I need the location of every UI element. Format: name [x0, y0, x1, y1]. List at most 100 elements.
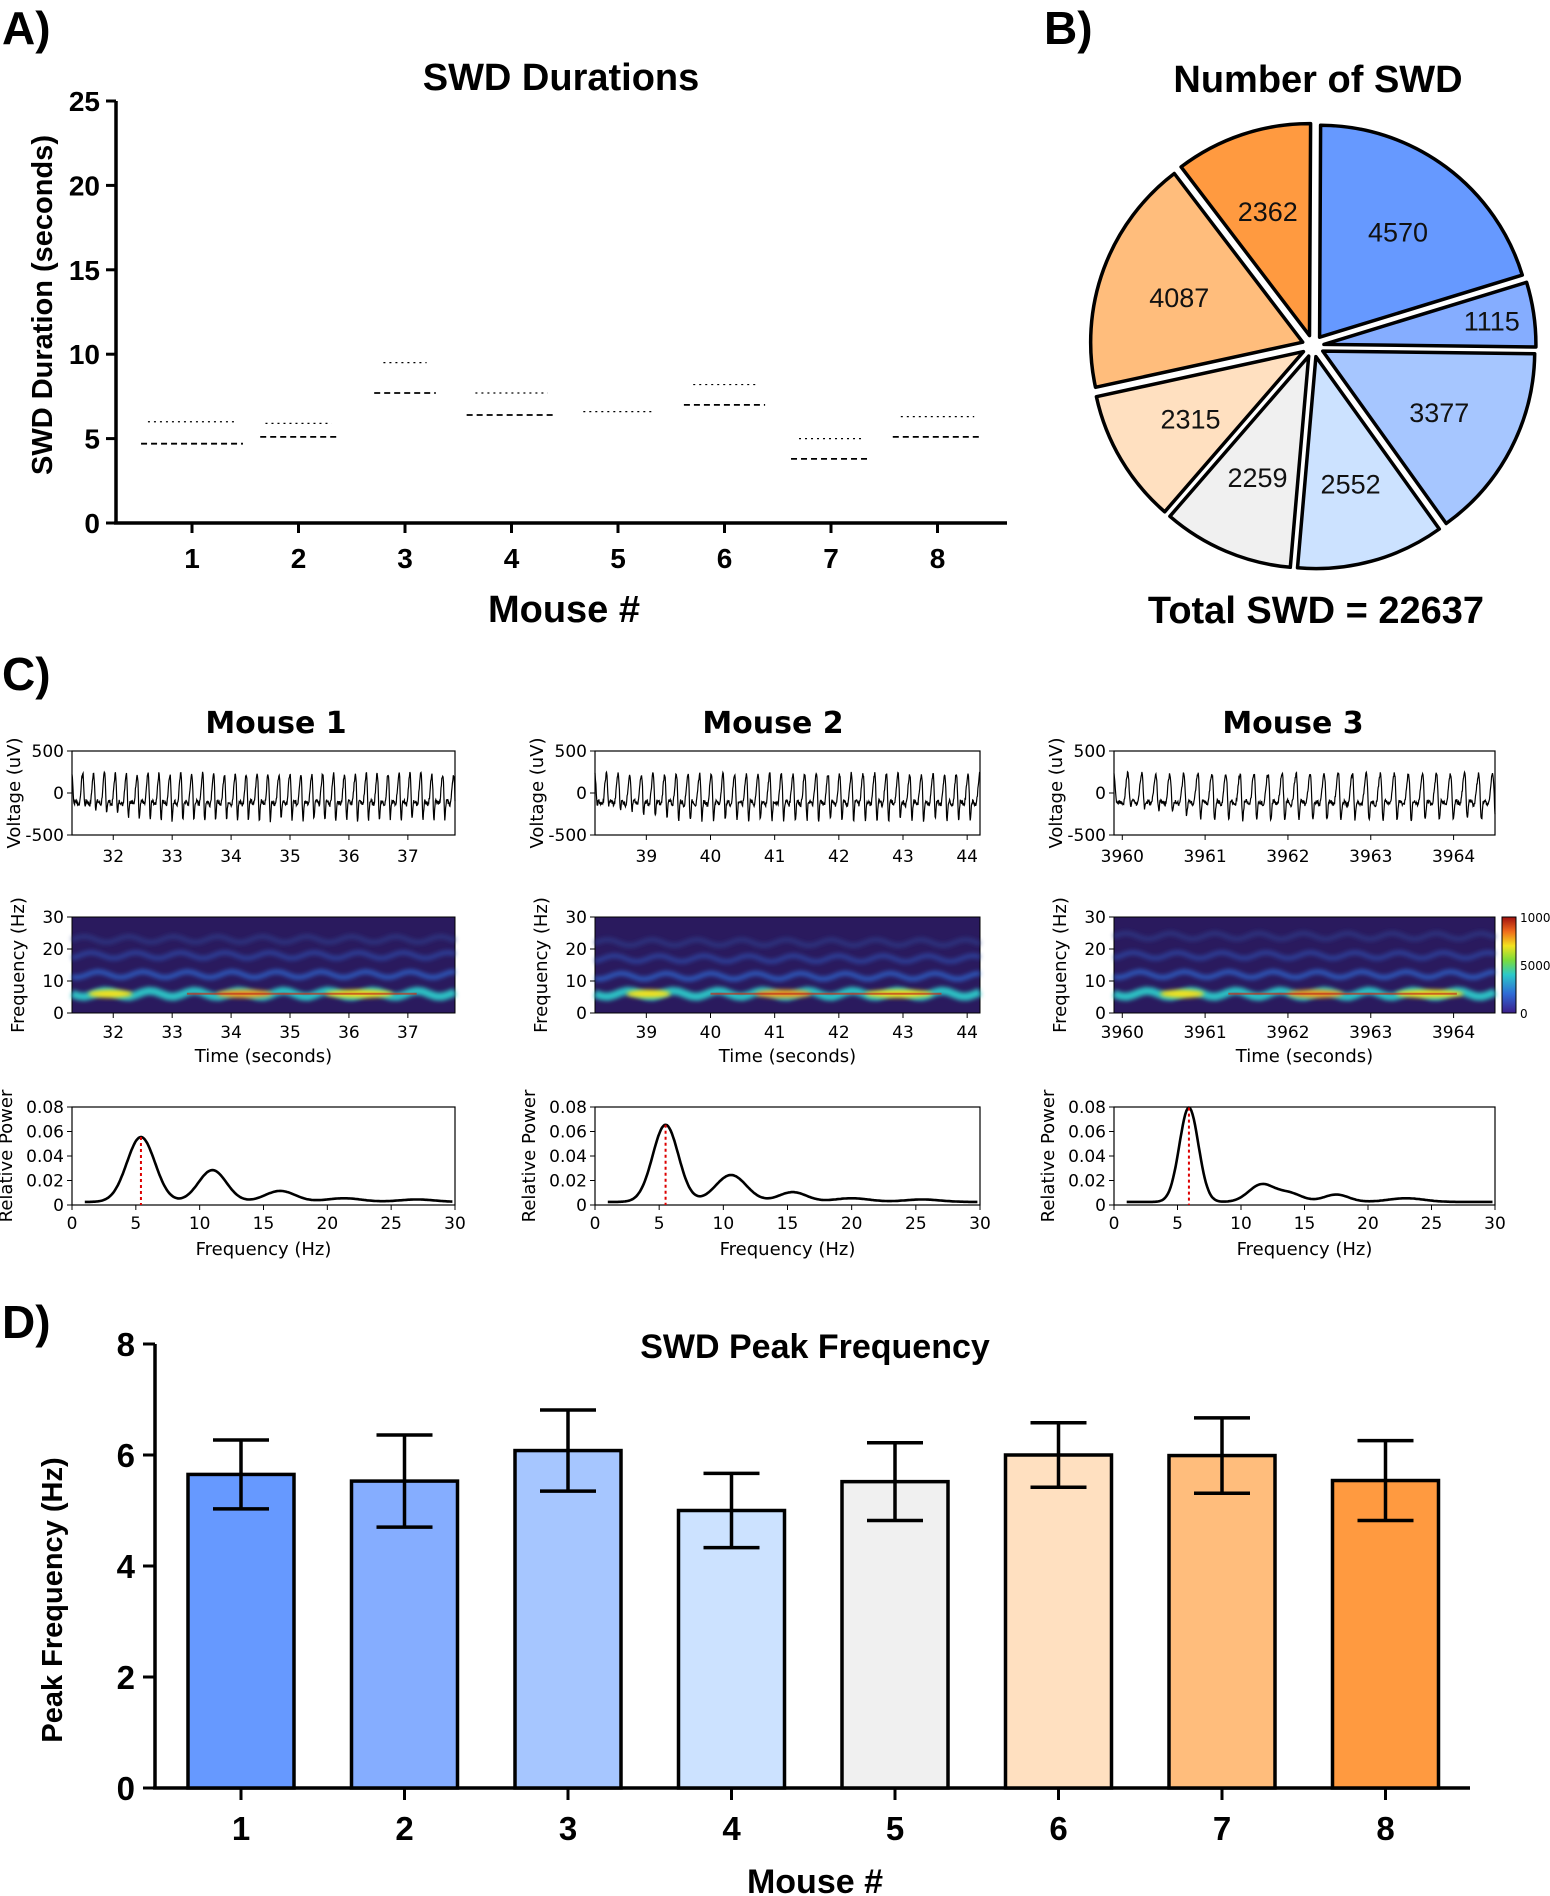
voltage-x-tick-label: 3963 [1349, 847, 1392, 867]
a-x-tick-label: 5 [610, 543, 626, 574]
power-x-tick-label: 10 [189, 1214, 211, 1234]
power-y-label: Relative Power [1038, 1089, 1059, 1222]
d-x-tick-label: 5 [886, 1810, 904, 1847]
a-y-tick-label: 10 [69, 339, 100, 370]
power-x-tick-label: 0 [590, 1214, 601, 1234]
spectrogram-peak-spot [1160, 989, 1205, 998]
voltage-x-tick-label: 37 [397, 847, 419, 867]
power-x-tick-label: 5 [1172, 1214, 1183, 1234]
colorbar-tick-label: 5000 [1520, 959, 1550, 973]
voltage-y-tick-label: 0 [576, 784, 587, 804]
d-y-tick-label: 2 [117, 1659, 135, 1696]
power-y-tick-label: 0.08 [1068, 1098, 1106, 1118]
voltage-trace-line [71, 770, 456, 823]
pie-slice-mouse-2 [1322, 280, 1538, 349]
panel-a-x-axis-label: Mouse # [488, 589, 640, 631]
voltage-x-tick-label: 40 [700, 847, 722, 867]
a-x-tick-label: 7 [823, 543, 839, 574]
colorbar-tick-label: 0 [1520, 1007, 1528, 1021]
spectrogram-x-tick-label: 35 [279, 1023, 301, 1043]
pie-slice-mouse-6 [1094, 349, 1306, 514]
spectrogram-band [1113, 930, 1496, 942]
d-x-tick-label: 1 [232, 1810, 250, 1847]
spectrogram-y-tick-label: 10 [1084, 972, 1106, 992]
voltage-x-tick-label: 36 [338, 847, 360, 867]
panel-a-violin-chart: SWD Durations SWD Duration (seconds) Mou… [0, 57, 1007, 631]
panel-b-label: B) [1044, 2, 1093, 54]
power-y-tick-label: 0.04 [1068, 1147, 1106, 1167]
spectrogram-y-tick-label: 10 [42, 972, 64, 992]
pie-total-label: Total SWD = 22637 [1148, 590, 1484, 632]
power-x-tick-label: 25 [1421, 1214, 1443, 1234]
voltage-x-tick-label: 32 [102, 847, 124, 867]
spectrogram-x-tick-label: 42 [828, 1023, 850, 1043]
voltage-x-tick-label: 42 [828, 847, 850, 867]
spectrogram-y-tick-label: 30 [565, 908, 587, 928]
spectrogram-x-tick-label: 43 [892, 1023, 914, 1043]
d-x-tick-label: 6 [1049, 1810, 1067, 1847]
voltage-y-tick-label: 500 [1074, 742, 1106, 762]
voltage-y-tick-label: -500 [25, 826, 64, 846]
spectrogram-x-tick-label: 36 [338, 1023, 360, 1043]
power-x-tick-label: 30 [444, 1214, 466, 1234]
bar-mouse-8 [1330, 1478, 1441, 1790]
voltage-x-tick-label: 3961 [1183, 847, 1226, 867]
voltage-x-tick-label: 34 [220, 847, 242, 867]
power-y-tick-label: 0.06 [26, 1123, 64, 1143]
voltage-y-label: Voltage (uV) [527, 737, 548, 848]
spectrogram-y-tick-label: 20 [565, 940, 587, 960]
spectrogram-x-tick-label: 3961 [1183, 1023, 1226, 1043]
voltage-y-label: Voltage (uV) [1046, 737, 1067, 848]
panel-d-title: SWD Peak Frequency [640, 1328, 990, 1366]
power-y-tick-label: 0.02 [26, 1172, 64, 1192]
spectrogram-x-label: Time (seconds) [1235, 1046, 1373, 1067]
spectrogram-band [71, 949, 456, 961]
power-y-tick-label: 0.02 [549, 1172, 587, 1192]
a-y-tick-label: 20 [69, 170, 100, 201]
spectrogram-x-tick-label: 39 [636, 1023, 658, 1043]
spectrogram-x-tick-label: 3963 [1349, 1023, 1392, 1043]
power-y-tick-label: 0.06 [1068, 1123, 1106, 1143]
voltage-trace-line [1113, 770, 1496, 823]
voltage-x-tick-label: 3960 [1101, 847, 1144, 867]
voltage-y-label: Voltage (uV) [4, 737, 25, 848]
panel-b-title: Number of SWD [1173, 59, 1462, 101]
voltage-x-tick-label: 43 [892, 847, 914, 867]
panel-a-y-axis-label: SWD Duration (seconds) [27, 135, 59, 475]
spectrogram-x-label: Time (seconds) [194, 1046, 332, 1067]
pie-slice-label: 3377 [1409, 398, 1469, 428]
spectrogram-y-label: Frequency (Hz) [1050, 897, 1071, 1033]
mouse-example-title: Mouse 2 [702, 706, 843, 741]
spectrogram-x-tick-label: 33 [161, 1023, 183, 1043]
power-x-label: Frequency (Hz) [1237, 1239, 1373, 1260]
d-x-tick-label: 4 [722, 1810, 741, 1847]
power-x-tick-label: 20 [1357, 1214, 1379, 1234]
panel-c-label: C) [2, 648, 51, 700]
spectrogram-x-tick-label: 3962 [1266, 1023, 1309, 1043]
power-x-tick-label: 30 [969, 1214, 991, 1234]
spectrogram-x-tick-label: 40 [700, 1023, 722, 1043]
power-y-tick-label: 0.08 [549, 1098, 587, 1118]
bar-mouse-2 [349, 1479, 460, 1790]
power-x-tick-label: 5 [654, 1214, 665, 1234]
voltage-y-tick-label: -500 [548, 826, 587, 846]
power-spectrum-line [607, 1123, 978, 1204]
pie-slice-label: 4087 [1149, 283, 1209, 313]
panel-d-y-axis-label: Peak Frequency (Hz) [37, 1457, 69, 1742]
bar-mouse-3 [513, 1448, 623, 1790]
power-x-tick-label: 0 [1109, 1214, 1120, 1234]
power-x-tick-label: 10 [713, 1214, 735, 1234]
panel-a-label: A) [2, 2, 51, 54]
spectrogram-y-label: Frequency (Hz) [8, 897, 29, 1033]
spectrogram-x-tick-label: 34 [220, 1023, 242, 1043]
a-x-tick-label: 8 [930, 543, 946, 574]
d-y-tick-label: 0 [117, 1770, 135, 1807]
spectrogram-y-tick-label: 20 [42, 940, 64, 960]
spectrogram-x-tick-label: 41 [764, 1023, 786, 1043]
spectrogram-peak-spot [88, 989, 133, 998]
spectrogram-colorbar: 10000 5000 0 [1501, 911, 1550, 1021]
